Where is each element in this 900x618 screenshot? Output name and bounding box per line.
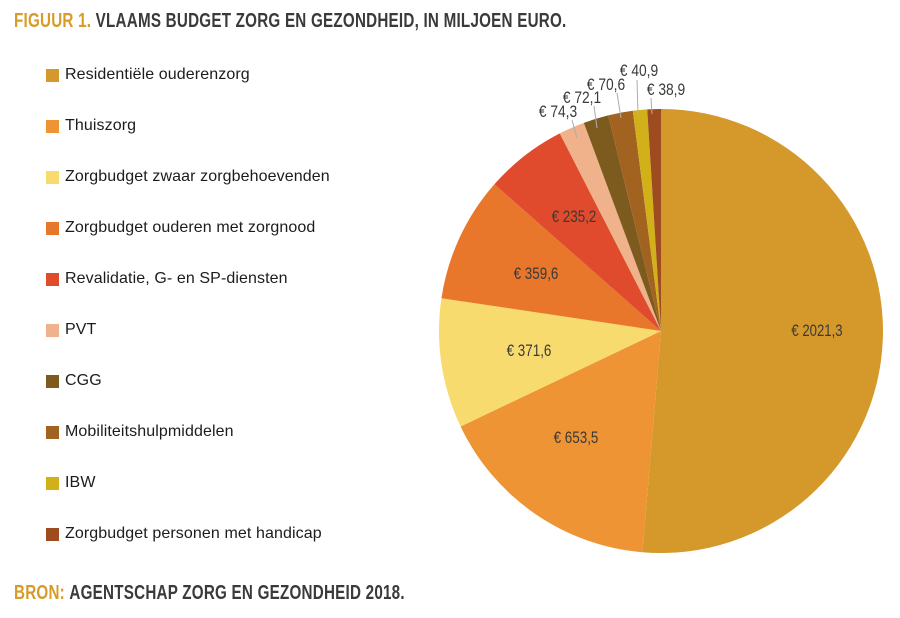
legend-item: Thuiszorg (46, 117, 406, 168)
legend-item: Zorgbudget personen met handicap (46, 525, 406, 576)
pie-slice (608, 110, 661, 331)
slice-value-label: € 235,2 (552, 207, 597, 226)
figure-title-prefix: FIGUUR 1. (14, 10, 92, 32)
pie-slice (494, 133, 661, 331)
pie-slice (632, 109, 661, 332)
legend-item: IBW (46, 474, 406, 525)
legend-item: CGG (46, 372, 406, 423)
legend-label: Zorgbudget zwaar zorgbehoevenden (65, 168, 330, 185)
leader-line (593, 105, 598, 129)
slice-value-label: € 2021,3 (791, 321, 842, 340)
legend-swatch-icon (46, 120, 59, 133)
legend-swatch-icon (46, 375, 59, 388)
legend-item: Mobiliteitshulpmiddelen (46, 423, 406, 474)
pie-slice (642, 109, 883, 553)
legend-swatch-icon (46, 528, 59, 541)
legend-item: PVT (46, 321, 406, 372)
legend-label: CGG (65, 372, 102, 389)
pie-slice (441, 184, 661, 331)
legend-swatch-icon (46, 222, 59, 235)
leader-line (616, 92, 622, 119)
legend-label: PVT (65, 321, 97, 338)
legend-swatch-icon (46, 426, 59, 439)
slice-value-label: € 371,6 (507, 341, 552, 360)
legend-label: Residentiële ouderenzorg (65, 66, 250, 83)
slice-value-label: € 359,6 (514, 264, 559, 283)
legend-swatch-icon (46, 477, 59, 490)
figure-source-text: AGENTSCHAP ZORG EN GEZONDHEID 2018. (69, 582, 405, 604)
legend-label: Zorgbudget personen met handicap (65, 525, 322, 542)
legend-item: Zorgbudget zwaar zorgbehoevenden (46, 168, 406, 219)
figure-title: FIGUUR 1. VLAAMS BUDGET ZORG EN GEZONDHE… (14, 10, 741, 33)
pie-slice (438, 298, 661, 427)
slice-value-label: € 72,1 (563, 88, 601, 107)
leader-line (636, 79, 639, 115)
pie-slice (647, 109, 661, 331)
slice-value-label: € 74,3 (539, 102, 577, 121)
leader-line (571, 119, 578, 139)
pie-slice (559, 122, 661, 331)
legend-label: Revalidatie, G- en SP-diensten (65, 270, 288, 287)
legend-label: Zorgbudget ouderen met zorgnood (65, 219, 316, 236)
figure-title-text: VLAAMS BUDGET ZORG EN GEZONDHEID, IN MIL… (95, 10, 567, 32)
legend-item: Revalidatie, G- en SP-diensten (46, 270, 406, 321)
legend-label: Thuiszorg (65, 117, 137, 134)
legend-swatch-icon (46, 69, 59, 82)
legend-swatch-icon (46, 324, 59, 337)
figure-source-prefix: BRON: (14, 582, 65, 604)
figure-source: BRON: AGENTSCHAP ZORG EN GEZONDHEID 2018… (14, 582, 528, 605)
chart-legend: Residentiële ouderenzorg Thuiszorg Zorgb… (46, 66, 406, 576)
pie-slice (460, 331, 661, 553)
slice-value-label: € 40,9 (620, 61, 658, 80)
slice-value-label: € 653,5 (554, 428, 599, 447)
pie-slice (583, 115, 661, 331)
slice-value-label: € 70,6 (587, 75, 625, 94)
legend-label: IBW (65, 474, 96, 491)
legend-swatch-icon (46, 171, 59, 184)
leader-line (650, 97, 653, 115)
legend-item: Zorgbudget ouderen met zorgnood (46, 219, 406, 270)
slice-value-label: € 38,9 (647, 80, 685, 99)
legend-label: Mobiliteitshulpmiddelen (65, 423, 234, 440)
legend-swatch-icon (46, 273, 59, 286)
legend-item: Residentiële ouderenzorg (46, 66, 406, 117)
